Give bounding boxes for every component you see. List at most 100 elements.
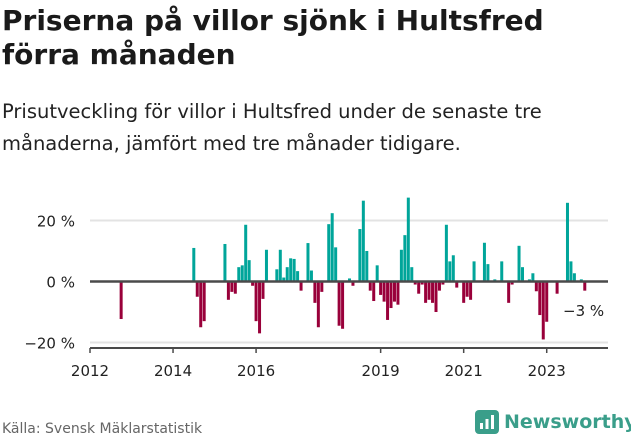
bar bbox=[361, 200, 365, 282]
bar bbox=[365, 251, 369, 282]
bar bbox=[334, 247, 338, 282]
bar bbox=[199, 281, 203, 328]
bar bbox=[538, 281, 542, 316]
bar bbox=[261, 281, 265, 299]
bar bbox=[237, 267, 241, 282]
bar bbox=[462, 281, 466, 303]
bar bbox=[437, 281, 441, 291]
y-tick-label: −20 % bbox=[24, 335, 75, 353]
bar bbox=[406, 197, 410, 282]
bar bbox=[424, 281, 428, 303]
bar bbox=[292, 258, 296, 282]
newsworthy-logo[interactable]: Newsworthy bbox=[475, 410, 631, 434]
bar bbox=[282, 277, 286, 282]
bar bbox=[313, 281, 317, 303]
bar bbox=[521, 267, 524, 282]
chart-title: Priserna på villor sjönk i Hultsfred för… bbox=[2, 4, 544, 71]
bar bbox=[427, 281, 431, 300]
bar bbox=[264, 249, 268, 282]
bar bbox=[372, 281, 376, 302]
bar bbox=[465, 281, 469, 297]
bar bbox=[330, 213, 334, 282]
bar bbox=[545, 281, 549, 322]
bar bbox=[569, 261, 573, 282]
bar bbox=[403, 235, 407, 282]
bar bbox=[309, 270, 313, 282]
bar bbox=[392, 281, 396, 302]
bar bbox=[379, 281, 383, 295]
last-value-annotation: −3 % bbox=[563, 302, 604, 320]
bar bbox=[382, 281, 386, 302]
bar bbox=[240, 265, 244, 282]
chart-subtitle: Prisutveckling för villor i Hultsfred un… bbox=[2, 100, 542, 155]
bar bbox=[244, 224, 248, 282]
bar bbox=[441, 281, 445, 285]
bar bbox=[472, 261, 476, 282]
bar bbox=[233, 281, 237, 294]
bar bbox=[434, 281, 438, 312]
bar bbox=[486, 264, 490, 282]
bar bbox=[469, 281, 473, 300]
bar bbox=[534, 281, 538, 292]
x-tick-label: 2016 bbox=[237, 362, 275, 380]
bar bbox=[254, 281, 258, 322]
bar bbox=[358, 229, 362, 282]
bar bbox=[341, 281, 345, 329]
bar bbox=[444, 224, 448, 282]
bar bbox=[410, 267, 414, 282]
bar bbox=[399, 249, 403, 282]
bar bbox=[202, 281, 206, 322]
x-tick-label: 2014 bbox=[154, 362, 192, 380]
x-tick-label: 2021 bbox=[445, 362, 483, 380]
bar bbox=[451, 255, 455, 282]
bar bbox=[417, 281, 421, 294]
bar bbox=[507, 281, 511, 303]
bar bbox=[531, 273, 535, 282]
bar bbox=[396, 281, 400, 305]
bar bbox=[226, 281, 230, 300]
bar bbox=[316, 281, 320, 328]
bar bbox=[192, 247, 196, 282]
bar bbox=[258, 281, 262, 334]
x-tick-label: 2023 bbox=[528, 362, 566, 380]
x-tick-label: 2019 bbox=[362, 362, 400, 380]
y-tick-label: 20 % bbox=[37, 213, 75, 231]
bar bbox=[285, 267, 289, 282]
bar bbox=[351, 281, 355, 286]
newsworthy-logo-icon bbox=[475, 410, 499, 434]
bar bbox=[375, 265, 379, 282]
bar bbox=[420, 281, 424, 285]
bar bbox=[431, 281, 435, 303]
bar bbox=[482, 242, 486, 282]
bar bbox=[389, 281, 393, 309]
bar bbox=[337, 281, 341, 326]
x-tick-label: 2012 bbox=[71, 362, 109, 380]
source-note: Källa: Svensk Mäklarstatistik bbox=[2, 421, 203, 437]
bar bbox=[583, 281, 587, 291]
bar bbox=[413, 281, 417, 285]
bar bbox=[247, 260, 251, 282]
bar bbox=[223, 243, 227, 282]
bar bbox=[230, 281, 234, 292]
bar bbox=[510, 281, 514, 285]
bar bbox=[275, 269, 279, 282]
bar bbox=[320, 281, 324, 292]
bar bbox=[299, 281, 303, 291]
bar bbox=[348, 278, 351, 282]
bar bbox=[386, 281, 390, 320]
bar bbox=[289, 258, 293, 282]
logo-text: Newsworthy bbox=[504, 411, 631, 433]
bar bbox=[119, 281, 123, 320]
bar bbox=[448, 261, 452, 282]
bar bbox=[195, 281, 199, 297]
bar bbox=[306, 243, 310, 282]
bar bbox=[327, 224, 331, 282]
bar bbox=[278, 249, 282, 282]
bar bbox=[555, 281, 559, 294]
bar bbox=[455, 281, 459, 288]
bar bbox=[500, 261, 504, 282]
bar bbox=[572, 273, 576, 282]
y-tick-label: 0 % bbox=[46, 274, 75, 292]
bar bbox=[368, 281, 372, 291]
